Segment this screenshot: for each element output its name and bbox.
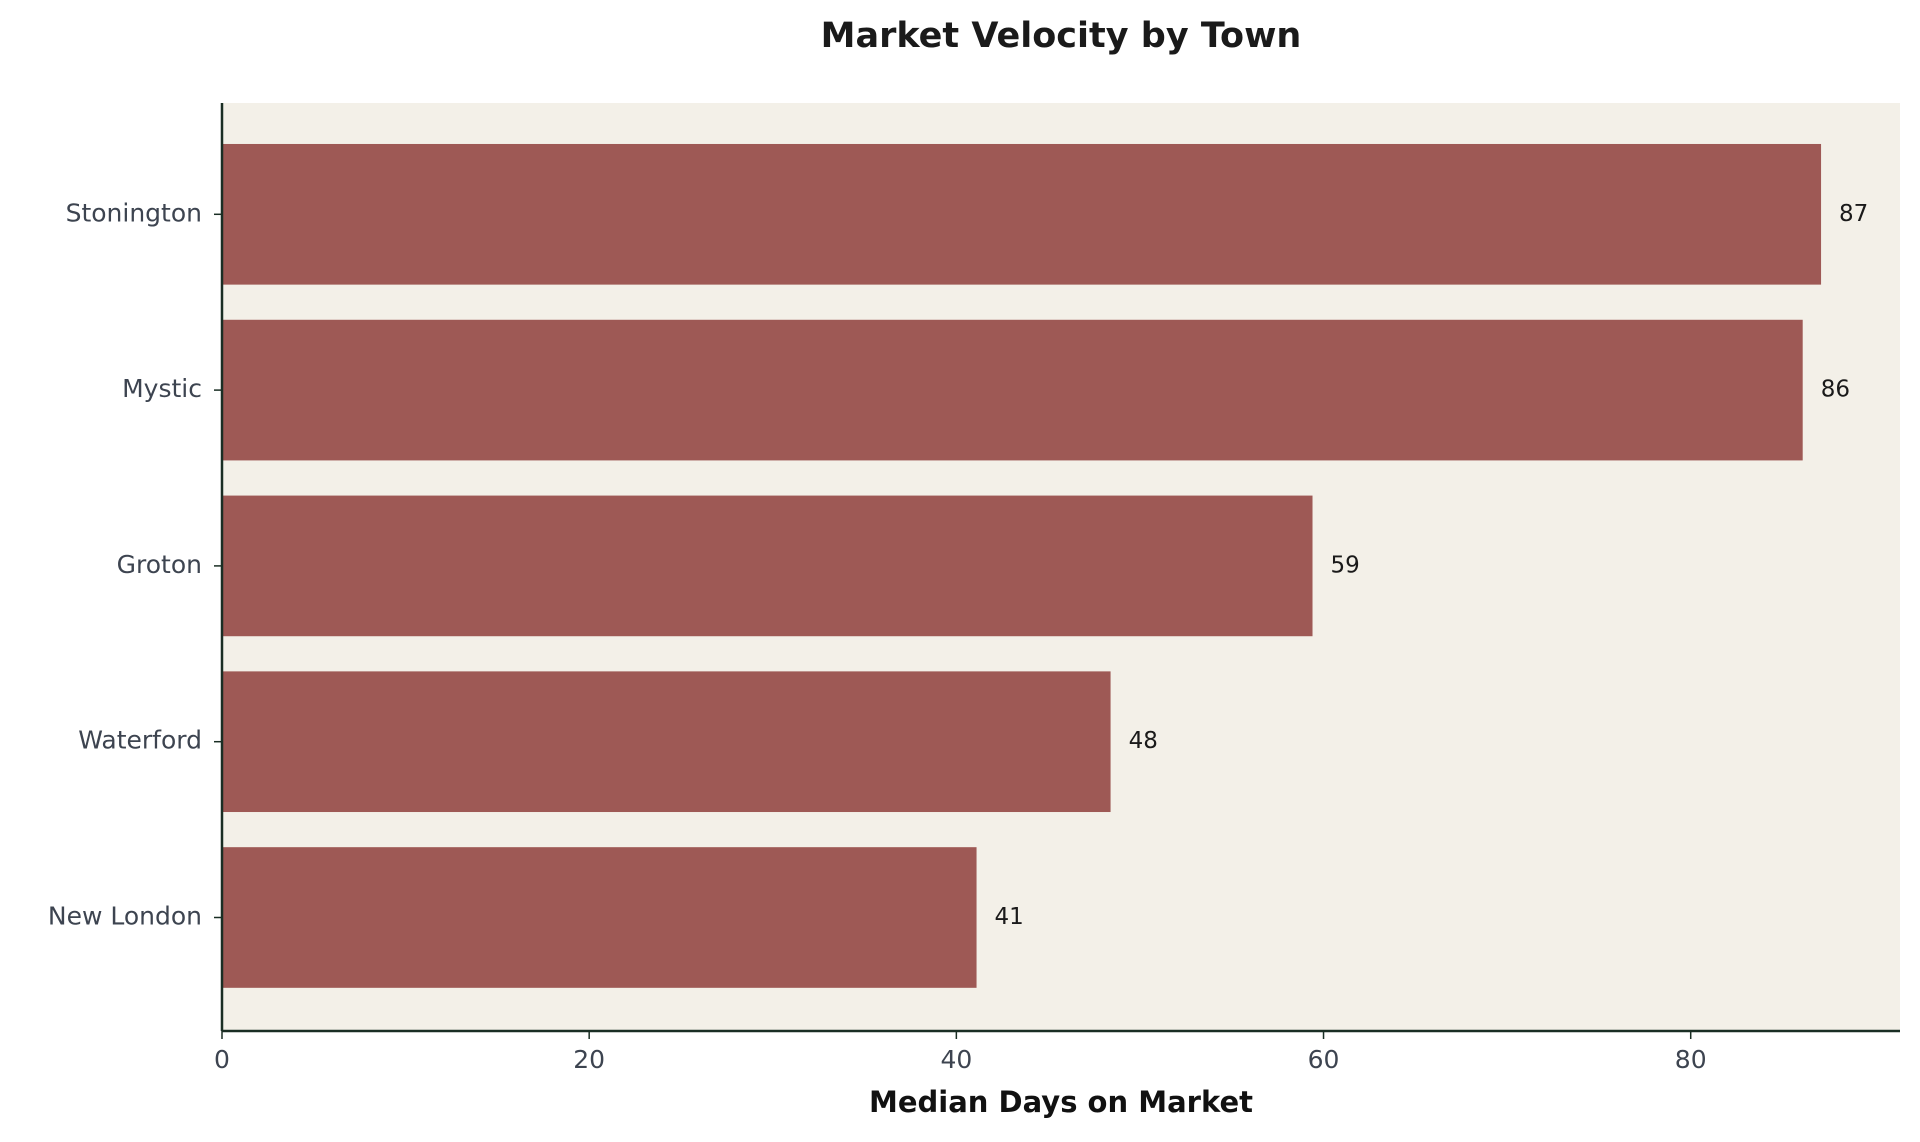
value-label: 87	[1839, 201, 1868, 227]
bar	[222, 671, 1111, 813]
y-tick-label: Groton	[117, 550, 202, 579]
x-axis-label: Median Days on Market	[869, 1085, 1253, 1119]
bar	[222, 495, 1313, 637]
bar	[222, 847, 977, 988]
x-tick-label: 40	[940, 1045, 972, 1074]
x-tick-label: 80	[1675, 1045, 1707, 1074]
y-tick-label: Waterford	[78, 726, 202, 755]
y-tick-label: Stonington	[66, 198, 202, 227]
bar	[222, 319, 1803, 461]
bar	[222, 143, 1822, 285]
value-label: 41	[995, 904, 1024, 930]
x-tick-label: 60	[1308, 1045, 1340, 1074]
value-label: 48	[1129, 728, 1158, 754]
y-tick-label: Mystic	[122, 374, 202, 403]
value-label: 86	[1821, 377, 1850, 403]
x-tick-label: 20	[573, 1045, 605, 1074]
y-tick-label: New London	[48, 902, 202, 931]
x-tick-label: 0	[214, 1045, 230, 1074]
chart-title: Market Velocity by Town	[821, 16, 1302, 56]
value-label: 59	[1331, 552, 1360, 578]
